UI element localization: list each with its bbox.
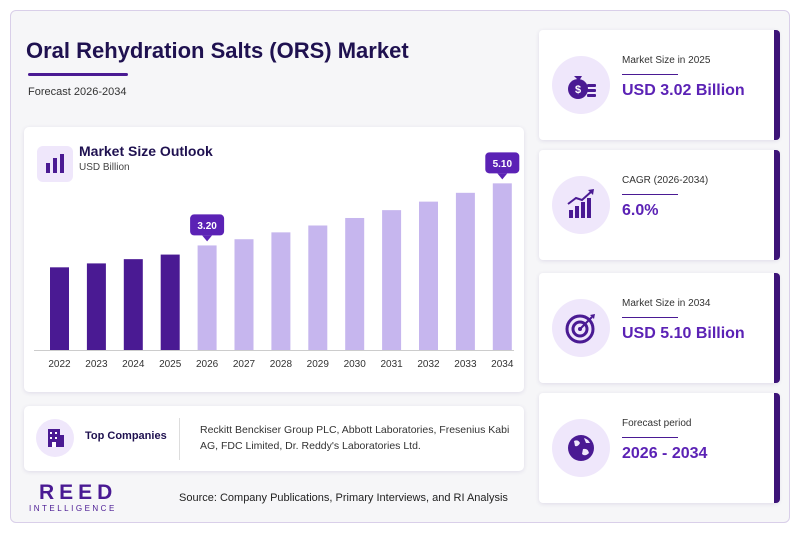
callout-label: 5.10 — [493, 159, 513, 170]
logo-wordmark: REED — [39, 481, 118, 504]
stat-card-market-size-2034: Market Size in 2034 USD 5.10 Billion — [539, 273, 780, 383]
bar-2029 — [308, 225, 328, 350]
chart-title: Market Size Outlook — [79, 143, 213, 159]
value-callout-2026: 3.20 — [190, 214, 225, 242]
top-companies-label: Top Companies — [85, 430, 167, 442]
callout-label: 3.20 — [197, 221, 217, 232]
x-tick-label: 2022 — [48, 359, 71, 370]
callout-pointer — [497, 173, 508, 180]
page-subtitle: Forecast 2026-2034 — [28, 86, 127, 98]
stat-card-market-size-2025: $ Market Size in 2025 USD 3.02 Billion — [539, 30, 780, 140]
bar-2028 — [271, 232, 291, 350]
x-tick-label: 2024 — [122, 359, 145, 370]
x-tick-label: 2029 — [307, 359, 330, 370]
bar-2031 — [382, 210, 402, 350]
logo-tagline: INTELLIGENCE — [29, 504, 117, 513]
stat-rule — [622, 317, 678, 318]
stat-rule — [622, 194, 678, 195]
callout-box — [485, 152, 520, 174]
building-icon — [36, 419, 74, 457]
bar-2024 — [123, 259, 143, 350]
bar-chart: 2022 2023 2024 2025 2026 3.20 2027 2028 2029 2030… — [34, 152, 520, 370]
bar-2027 — [234, 239, 254, 350]
growth-chart-icon — [552, 176, 610, 234]
x-tick-label: 2028 — [270, 359, 293, 370]
bar-2034 — [492, 183, 512, 350]
stat-value: 6.0% — [622, 202, 659, 219]
stat-value: USD 3.02 Billion — [622, 82, 745, 99]
divider — [179, 418, 180, 460]
x-tick-label: 2030 — [344, 359, 367, 370]
stat-card-cagr: CAGR (2026-2034) 6.0% — [539, 150, 780, 260]
bar-2025 — [160, 254, 180, 350]
bar-2030 — [345, 217, 365, 350]
callout-pointer — [202, 235, 213, 242]
stat-value: 2026 - 2034 — [622, 445, 708, 462]
bar-2033 — [455, 192, 475, 350]
stat-label: Market Size in 2034 — [622, 298, 711, 309]
x-tick-label: 2027 — [233, 359, 256, 370]
callout-box — [190, 214, 225, 236]
bar-2022 — [50, 267, 69, 350]
x-tick-label: 2031 — [380, 359, 403, 370]
globe-icon — [552, 419, 610, 477]
target-icon — [552, 299, 610, 357]
title-underline — [28, 73, 128, 76]
x-tick-label: 2034 — [491, 359, 514, 370]
top-companies-card: Top Companies Reckitt Benckiser Group PL… — [24, 406, 524, 471]
page-title: Oral Rehydration Salts (ORS) Market — [26, 38, 409, 63]
stat-label: Market Size in 2025 — [622, 55, 711, 66]
stat-rule — [622, 437, 678, 438]
x-tick-label: 2026 — [196, 359, 219, 370]
top-companies-list: Reckitt Benckiser Group PLC, Abbott Labo… — [200, 424, 510, 452]
stat-label: CAGR (2026-2034) — [622, 175, 709, 186]
stat-rule — [622, 74, 678, 75]
stat-value: USD 5.10 Billion — [622, 325, 745, 342]
bar-2026 — [197, 245, 217, 350]
x-tick-label: 2033 — [454, 359, 477, 370]
x-tick-label: 2032 — [417, 359, 440, 370]
value-callout-2034: 5.10 — [485, 152, 520, 180]
x-tick-label: 2025 — [159, 359, 182, 370]
bar-2023 — [86, 263, 106, 350]
stat-label: Forecast period — [622, 418, 692, 429]
money-bag-icon: $ — [552, 56, 610, 114]
stat-card-forecast-period: Forecast period 2026 - 2034 — [539, 393, 780, 503]
bar-chart-icon — [37, 146, 73, 182]
svg-text:$: $ — [575, 84, 581, 96]
bar-2032 — [419, 201, 438, 350]
x-tick-label: 2023 — [85, 359, 108, 370]
chart-unit-label: USD Billion — [79, 162, 130, 173]
source-note: Source: Company Publications, Primary In… — [179, 492, 508, 504]
market-size-chart-card: Market Size Outlook USD Billion 2022 2023… — [24, 127, 524, 392]
